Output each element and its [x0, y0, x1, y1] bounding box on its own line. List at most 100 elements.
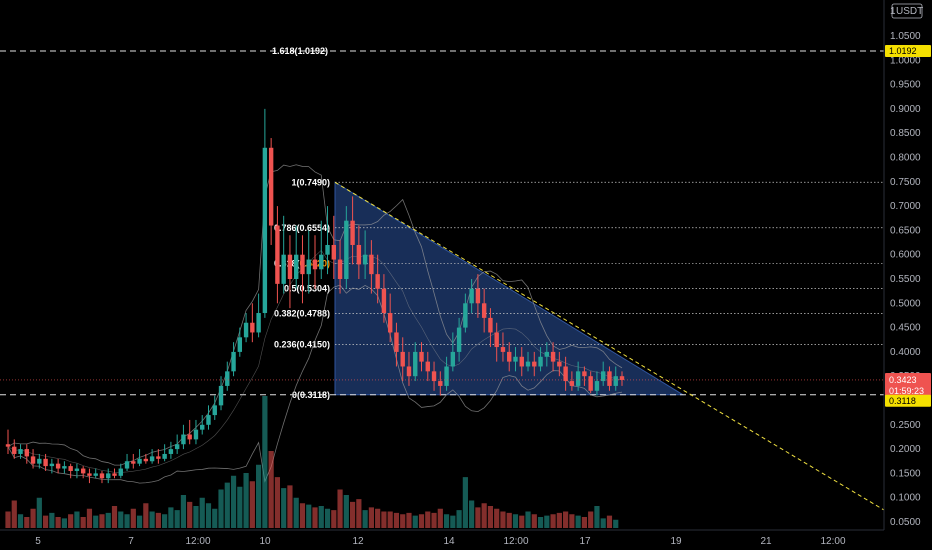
volume-bar: [306, 504, 312, 528]
volume-bar: [230, 475, 237, 528]
candle-body: [24, 449, 29, 457]
price-tick-label: 0.9500: [890, 80, 921, 91]
price-tick-label: 0.9000: [890, 104, 921, 115]
volume-bar: [375, 508, 381, 528]
candle-body: [538, 356, 543, 367]
candle-body: [80, 468, 86, 474]
volume-bar: [324, 508, 331, 528]
volume-bar: [588, 511, 594, 528]
candle-body: [469, 288, 474, 304]
candle-body: [294, 254, 299, 279]
volume-bar: [500, 511, 506, 528]
volume-bar: [531, 514, 537, 528]
price-tick-label: 0.7000: [890, 201, 921, 212]
candle-body: [544, 351, 550, 357]
volume-bar: [162, 514, 168, 528]
volume-bar: [212, 508, 218, 528]
price-tick-label: 1.0000: [890, 55, 921, 66]
descending-trendline[interactable]: [334, 181, 885, 511]
volume-bar: [512, 514, 519, 528]
candles: [5, 108, 625, 484]
candle-body: [49, 463, 55, 467]
volume-bar: [462, 477, 468, 528]
time-tick-label: 7: [128, 536, 134, 547]
volume-bar: [475, 507, 481, 528]
time-tick-label: 12:00: [503, 536, 528, 547]
candle-body: [187, 434, 192, 440]
candle-body: [525, 361, 531, 367]
current-price-tag-bg: [885, 372, 931, 397]
candle-body: [281, 254, 286, 284]
time-axis[interactable]: 5 7 12:00 10 12 14 12:00 17 19 21 12:00: [0, 529, 884, 547]
countdown-label: 01:59:23: [889, 386, 924, 396]
volume-bar: [11, 500, 17, 528]
candle-body: [262, 147, 268, 314]
candle-body: [406, 366, 412, 377]
fib-level-label: 1(0.7490): [291, 177, 330, 187]
candle-body: [62, 466, 67, 469]
volume-bar: [425, 511, 431, 528]
candle-body: [250, 322, 255, 333]
time-tick-label: 12:00: [820, 536, 845, 547]
fibonacci-retracement[interactable]: 1.618(1.0192)1(0.7490)0.786(0.6554)0.618…: [0, 46, 884, 400]
volume-bar: [262, 396, 268, 528]
candle-body: [325, 244, 330, 255]
volume-bar: [99, 514, 105, 528]
price-tick-label: 1: [890, 6, 896, 17]
price-tick-label: 0.0500: [890, 517, 921, 528]
candle-body: [444, 366, 449, 386]
candle-body: [168, 449, 174, 454]
candle-body: [319, 254, 324, 270]
candle-body: [18, 449, 23, 454]
volume-bar: [431, 512, 437, 528]
volume-bar: [86, 508, 93, 528]
candle-body: [463, 303, 468, 328]
candle-body: [613, 376, 618, 386]
volume-bar: [349, 501, 356, 528]
volume-bar: [49, 512, 55, 528]
lower-band: [7, 284, 623, 484]
upper-band: [7, 164, 623, 466]
candle-body: [306, 259, 311, 275]
candle-body: [312, 259, 318, 270]
candle-body: [344, 220, 349, 279]
current-price-tag: 0.3423: [889, 375, 917, 385]
currency-box[interactable]: [891, 3, 923, 19]
candle-body: [200, 424, 205, 430]
volume-bar: [343, 495, 349, 528]
price-tick-label: 0.6500: [890, 225, 921, 236]
volume-bar: [17, 514, 24, 528]
volume-bar: [256, 464, 262, 528]
candle-body: [275, 225, 280, 284]
descending-trendline[interactable]: [0, 181, 885, 511]
candle-body: [5, 444, 11, 447]
volume-bar: [337, 489, 343, 528]
candle-body: [156, 456, 161, 459]
price-tick-label: 0.4000: [890, 347, 921, 358]
volume-bar: [55, 517, 61, 528]
volume-bar: [606, 515, 613, 528]
volume-bars: [5, 396, 619, 528]
candle-body: [456, 327, 462, 352]
volume-bar: [249, 481, 255, 528]
volume-bar: [218, 489, 224, 528]
price-tick-label: 0.5000: [890, 298, 921, 309]
volume-bar: [456, 510, 462, 528]
candle-body: [74, 468, 80, 471]
price-tick-label: 0.2500: [890, 420, 921, 431]
candle-body: [563, 366, 568, 382]
volume-bar: [42, 515, 49, 528]
price-tick-label: 0.5500: [890, 274, 921, 285]
candle-body: [93, 473, 98, 476]
volume-bar: [93, 515, 99, 528]
candle-body: [300, 254, 305, 275]
candle-body: [513, 356, 518, 362]
volume-bar: [331, 510, 337, 528]
volume-bar: [594, 506, 600, 528]
candle-body: [607, 371, 612, 386]
candle-body: [475, 288, 481, 304]
volume-bar: [105, 512, 111, 528]
volume-bar: [400, 514, 406, 528]
candle-body: [413, 351, 418, 377]
